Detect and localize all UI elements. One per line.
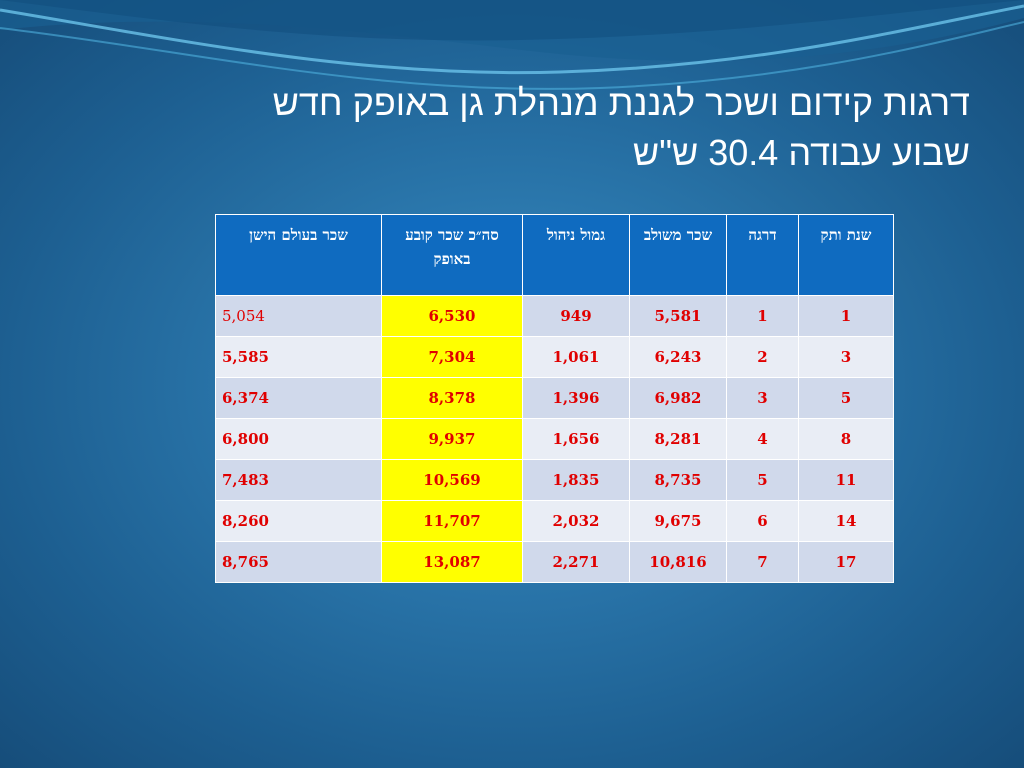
- cell-seniority: 3: [798, 336, 894, 378]
- cell-management-bonus: 1,061: [522, 336, 630, 378]
- cell-total-fixed-salary: 8,378: [381, 377, 523, 419]
- cell-seniority: 5: [798, 377, 894, 419]
- cell-seniority: 1: [798, 295, 894, 337]
- slide-title-line-2: שבוע עבודה 30.4 ש"ש: [632, 132, 970, 173]
- cell-grade: 5: [726, 459, 799, 501]
- table-body: 1 1 5,581 949 6,530 5,054 3 2 6,243 1,061 7,304 5,5…: [215, 295, 894, 583]
- header-management-bonus: גמול ניהול: [522, 214, 630, 296]
- slide-title-line-1: דרגות קידום ושכר לגננת מנהלת גן באופק חד…: [272, 82, 970, 123]
- cell-seniority: 8: [798, 418, 894, 460]
- header-total-fixed-salary: סה״כ שכר קובע באופק: [381, 214, 523, 296]
- cell-old-system-salary: 6,374: [215, 377, 382, 419]
- table-row: 14 6 9,675 2,032 11,707 8,260: [215, 500, 894, 542]
- cell-seniority: 14: [798, 500, 894, 542]
- cell-management-bonus: 1,656: [522, 418, 630, 460]
- cell-combined-salary: 8,735: [629, 459, 727, 501]
- salary-grades-table: שנת ותק דרגה שכר משולב גמול ניהול סה״כ ש…: [215, 214, 894, 583]
- cell-management-bonus: 1,835: [522, 459, 630, 501]
- slide-title: דרגות קידום ושכר לגננת מנהלת גן באופק חד…: [70, 78, 970, 178]
- cell-combined-salary: 6,982: [629, 377, 727, 419]
- cell-management-bonus: 2,032: [522, 500, 630, 542]
- cell-management-bonus: 1,396: [522, 377, 630, 419]
- cell-old-system-salary: 8,260: [215, 500, 382, 542]
- table-row: 3 2 6,243 1,061 7,304 5,585: [215, 336, 894, 378]
- cell-old-system-salary: 7,483: [215, 459, 382, 501]
- header-seniority: שנת ותק: [798, 214, 894, 296]
- cell-combined-salary: 6,243: [629, 336, 727, 378]
- header-old-system-salary: שכר בעולם הישן: [215, 214, 382, 296]
- cell-grade: 6: [726, 500, 799, 542]
- cell-total-fixed-salary: 10,569: [381, 459, 523, 501]
- cell-seniority: 17: [798, 541, 894, 583]
- header-combined-salary: שכר משולב: [629, 214, 727, 296]
- table-row: 11 5 8,735 1,835 10,569 7,483: [215, 459, 894, 501]
- cell-combined-salary: 5,581: [629, 295, 727, 337]
- cell-seniority: 11: [798, 459, 894, 501]
- cell-management-bonus: 949: [522, 295, 630, 337]
- cell-grade: 7: [726, 541, 799, 583]
- cell-grade: 3: [726, 377, 799, 419]
- cell-grade: 1: [726, 295, 799, 337]
- table-header-row: שנת ותק דרגה שכר משולב גמול ניהול סה״כ ש…: [215, 214, 894, 296]
- cell-management-bonus: 2,271: [522, 541, 630, 583]
- cell-combined-salary: 10,816: [629, 541, 727, 583]
- cell-total-fixed-salary: 6,530: [381, 295, 523, 337]
- cell-total-fixed-salary: 13,087: [381, 541, 523, 583]
- cell-total-fixed-salary: 11,707: [381, 500, 523, 542]
- cell-total-fixed-salary: 9,937: [381, 418, 523, 460]
- wave-decoration: [0, 0, 1024, 90]
- table-row: 1 1 5,581 949 6,530 5,054: [215, 295, 894, 337]
- cell-old-system-salary: 8,765: [215, 541, 382, 583]
- table-row: 17 7 10,816 2,271 13,087 8,765: [215, 541, 894, 583]
- table-row: 5 3 6,982 1,396 8,378 6,374: [215, 377, 894, 419]
- cell-combined-salary: 8,281: [629, 418, 727, 460]
- table-row: 8 4 8,281 1,656 9,937 6,800: [215, 418, 894, 460]
- cell-combined-salary: 9,675: [629, 500, 727, 542]
- cell-grade: 2: [726, 336, 799, 378]
- cell-total-fixed-salary: 7,304: [381, 336, 523, 378]
- cell-old-system-salary: 5,054: [215, 295, 382, 337]
- header-grade: דרגה: [726, 214, 799, 296]
- cell-old-system-salary: 6,800: [215, 418, 382, 460]
- cell-grade: 4: [726, 418, 799, 460]
- cell-old-system-salary: 5,585: [215, 336, 382, 378]
